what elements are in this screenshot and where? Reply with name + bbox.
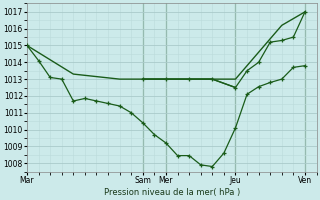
X-axis label: Pression niveau de la mer( hPa ): Pression niveau de la mer( hPa ) [104, 188, 240, 197]
